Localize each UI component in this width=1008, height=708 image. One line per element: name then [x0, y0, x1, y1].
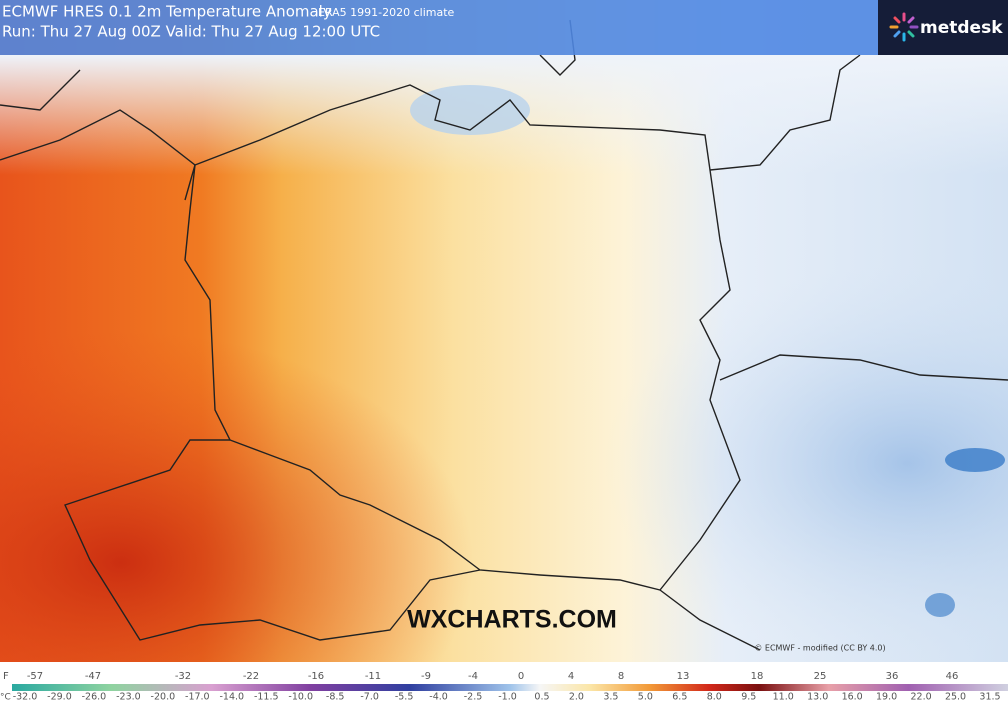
c-label: -26.0	[82, 692, 107, 703]
c-label: 13.0	[807, 692, 828, 703]
c-label: -29.0	[47, 692, 72, 703]
title: ECMWF HRES 0.1 2m Temperature Anomaly	[2, 3, 332, 21]
legend-bg	[0, 662, 1008, 704]
f-unit: F	[3, 671, 9, 682]
c-label: -32.0	[13, 692, 38, 703]
c-label: 11.0	[773, 692, 794, 703]
climate-note: ERA5 1991-2020 climate	[318, 6, 455, 19]
borders	[0, 19, 1008, 651]
c-label: 22.0	[910, 692, 931, 703]
c-label: 8.0	[707, 692, 722, 703]
f-label: -4	[468, 671, 478, 682]
f-label: 13	[677, 671, 690, 682]
f-label: -9	[421, 671, 431, 682]
watermark: WXCHARTS.COM	[407, 606, 617, 634]
f-label: -11	[365, 671, 381, 682]
c-label: -4.0	[429, 692, 448, 703]
f-label: 46	[946, 671, 959, 682]
color-scale	[12, 684, 1008, 691]
c-label: -7.0	[360, 692, 379, 703]
logo-icon	[889, 12, 919, 42]
c-label: 0.5	[534, 692, 549, 703]
c-label: 25.0	[945, 692, 966, 703]
f-label: 36	[886, 671, 899, 682]
c-label: 3.5	[603, 692, 618, 703]
f-label: -57	[27, 671, 43, 682]
c-unit: °C	[0, 693, 11, 703]
credit: © ECMWF - modified (CC BY 4.0)	[754, 644, 885, 653]
f-label: 8	[618, 671, 624, 682]
f-label: -16	[308, 671, 324, 682]
f-label: -22	[243, 671, 259, 682]
run-info: Run: Thu 27 Aug 00Z Valid: Thu 27 Aug 12…	[2, 23, 380, 41]
map	[0, 0, 1008, 662]
c-label: -23.0	[116, 692, 141, 703]
f-label: 4	[568, 671, 574, 682]
c-label: -2.5	[464, 692, 483, 703]
header-bar	[0, 0, 1008, 55]
c-label: 31.5	[979, 692, 1000, 703]
c-label: 19.0	[876, 692, 897, 703]
c-label: -11.5	[254, 692, 279, 703]
f-label: 18	[751, 671, 764, 682]
f-label: -32	[175, 671, 191, 682]
c-label: 9.5	[741, 692, 756, 703]
c-label: 2.0	[569, 692, 584, 703]
c-label: 5.0	[638, 692, 653, 703]
c-label: -5.5	[395, 692, 414, 703]
logo-text: metdesk	[920, 18, 1003, 38]
c-label: -17.0	[185, 692, 210, 703]
f-label: -47	[85, 671, 101, 682]
logo-box	[878, 0, 1008, 55]
f-label: 25	[814, 671, 827, 682]
c-label: 6.5	[672, 692, 687, 703]
c-label: -14.0	[219, 692, 244, 703]
c-label: -10.0	[288, 692, 313, 703]
c-label: -8.5	[326, 692, 345, 703]
c-label: 16.0	[842, 692, 863, 703]
c-label: -20.0	[151, 692, 176, 703]
c-label: -1.0	[498, 692, 517, 703]
f-label: 0	[518, 671, 524, 682]
